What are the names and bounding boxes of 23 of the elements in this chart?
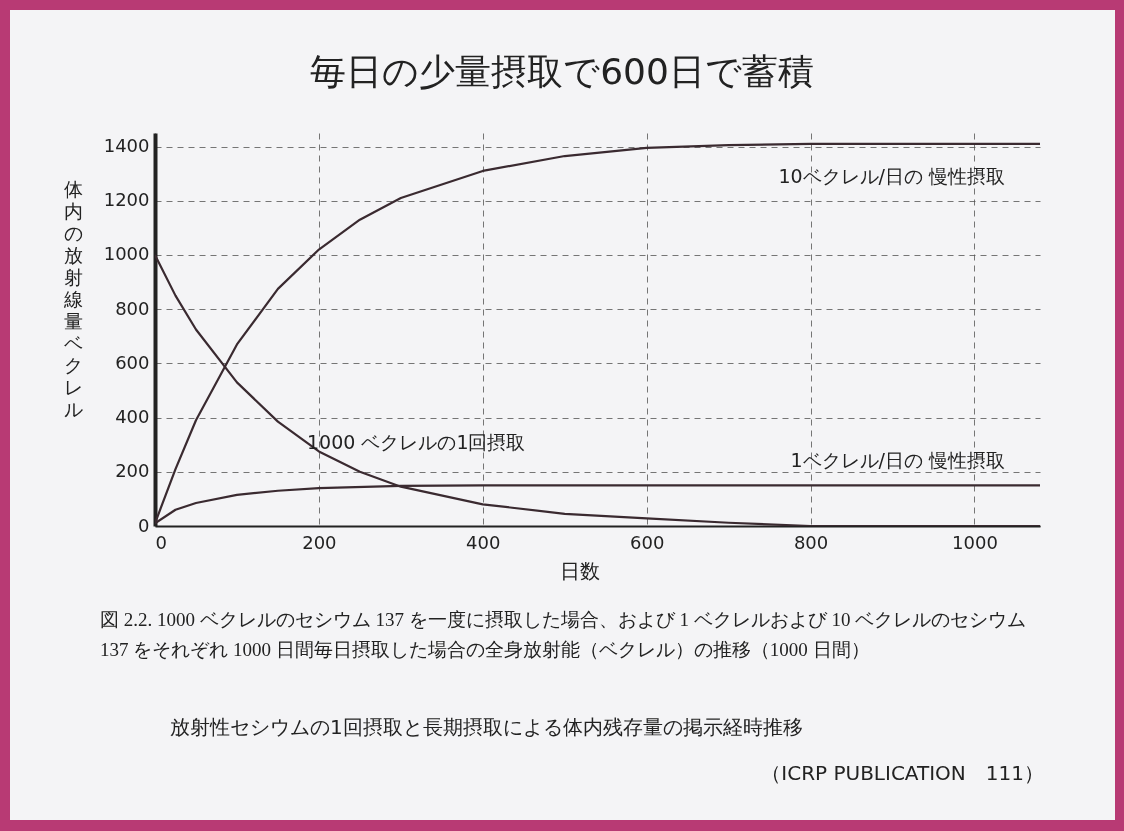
- x-tick-label: 1000: [952, 531, 998, 553]
- text: 放射性セシウムの1回摂取と長期摂取による体内残存量の掲示経時推移: [170, 714, 803, 741]
- y-tick-label: 1200: [103, 189, 150, 211]
- y-tick-label: 0: [138, 514, 150, 536]
- x-tick-label: 0: [155, 531, 167, 553]
- x-tick-label: 600: [629, 531, 665, 553]
- x-tick-label: 200: [302, 531, 337, 553]
- text: （ICRP PUBLICATION 111）: [761, 760, 1044, 787]
- y-tick-label: 200: [115, 460, 150, 482]
- y-tick-label: 1000: [103, 243, 150, 265]
- x-tick-label: 800: [793, 531, 829, 553]
- series-label: 1000 ベクレルの1回摂取: [307, 431, 526, 453]
- x-axis-title: 日数: [560, 559, 600, 583]
- y-tick-label: 800: [115, 297, 150, 319]
- y-tick-label: 400: [115, 406, 150, 428]
- caption: 図 2.2. 1000 ベクレルのセシウム 137 を一度に摂取した場合、および 1 ベクレルおよび 10 ベクレルのセシウム 137 をそれぞれ 1000 日間毎日摂取した場合の全身放射能（ベクレル）の推移（1000 日間）: [100, 608, 1028, 662]
- series-label: 1ベクレル/日の 慢性摂取: [790, 449, 1005, 471]
- y-tick-label: 600: [115, 351, 150, 373]
- chart-title: 毎日の少量摂取で600日で蓄積: [309, 50, 815, 94]
- text: 体内の放射線量ベクレル: [63, 178, 83, 420]
- series-label: 10ベクレル/日の 慢性摂取: [778, 165, 1005, 187]
- x-tick-label: 400: [466, 531, 501, 553]
- y-tick-label: 1400: [103, 135, 150, 157]
